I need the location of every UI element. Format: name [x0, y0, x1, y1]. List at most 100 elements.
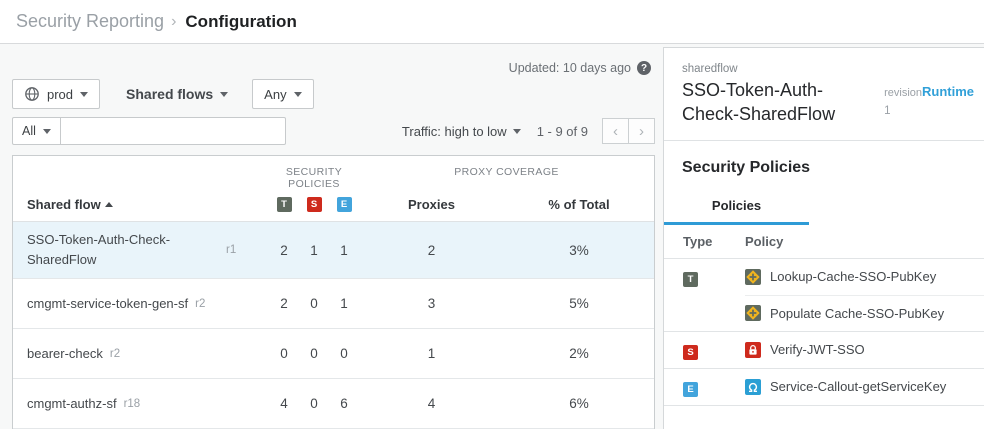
- policy-type-s-badge: S: [306, 197, 322, 212]
- proxies-column-header: Proxies: [408, 197, 455, 212]
- updated-timestamp: Updated: 10 days ago: [508, 61, 631, 75]
- proxies-count: 2: [427, 242, 436, 258]
- environment-dropdown[interactable]: prod: [12, 79, 101, 109]
- t-count: 2: [280, 242, 288, 258]
- policy-row[interactable]: Lookup-Cache-SSO-PubKey: [745, 259, 984, 295]
- type-column-header: Type: [683, 233, 713, 249]
- asset-type-dropdown[interactable]: Shared flows: [115, 79, 239, 109]
- revision-tag: r2: [195, 297, 206, 310]
- search-group: All: [12, 117, 286, 145]
- search-input[interactable]: [60, 117, 286, 145]
- asset-type-dropdown-label: Shared flows: [126, 86, 214, 102]
- filter-row: prod Shared flows Any: [12, 79, 655, 109]
- policy-group: S Verify-JWT-SSO: [664, 332, 984, 369]
- pagination-range: 1 - 9 of 9: [536, 123, 588, 139]
- e-count: 0: [340, 346, 348, 362]
- sort-pagination-tools: Traffic: high to low 1 - 9 of 9 ‹ ›: [402, 118, 655, 144]
- proxies-count: 3: [427, 296, 436, 312]
- asset-kind-label: sharedflow: [682, 63, 738, 75]
- report-pane: Updated: 10 days ago ? prod Shared flows: [0, 44, 663, 429]
- e-count: 1: [340, 242, 348, 258]
- policy-group: T Lookup-Cache-SSO-PubKey Populate Cache…: [664, 259, 984, 332]
- pct-of-total: 3%: [569, 242, 589, 258]
- pct-of-total: 2%: [569, 346, 589, 362]
- table-row[interactable]: cmgmt-authz-sf r18 4 0 6 4 6%: [13, 379, 654, 429]
- page-title: Configuration: [185, 11, 297, 31]
- e-count: 6: [340, 396, 348, 412]
- security-policies-section-title: Security Policies: [682, 158, 811, 176]
- search-scope-label: All: [22, 124, 36, 138]
- detail-header: sharedflow SSO-Token-Auth-Check-SharedFl…: [664, 48, 984, 141]
- revision-value: 1: [884, 105, 891, 118]
- table-row[interactable]: cmgmt-service-token-gen-sf r2 2 0 1 3 5%: [13, 279, 654, 330]
- content-area: Updated: 10 days ago ? prod Shared flows: [0, 44, 984, 429]
- proxies-count: 1: [427, 346, 436, 362]
- traffic-sort-dropdown[interactable]: Traffic: high to low: [402, 124, 521, 139]
- policy-type-t-badge: T: [276, 197, 292, 212]
- policy-name: Verify-JWT-SSO: [770, 342, 865, 358]
- shared-flow-column-label: Shared flow: [27, 197, 101, 212]
- callout-icon: [745, 378, 761, 395]
- table-row[interactable]: bearer-check r2 0 0 0 1 2%: [13, 329, 654, 380]
- previous-page-button[interactable]: ‹: [602, 118, 629, 144]
- pct-of-total: 6%: [569, 396, 589, 412]
- proxy-coverage-group-header: PROXY COVERAGE: [454, 166, 559, 178]
- s-count: 1: [310, 242, 318, 258]
- revision-tag: r2: [109, 347, 121, 360]
- chevron-left-icon: ‹: [613, 122, 618, 140]
- caret-down-icon: [42, 128, 51, 134]
- s-count: 0: [310, 296, 318, 312]
- lock-icon: [745, 341, 761, 358]
- t-count: 2: [280, 296, 288, 312]
- help-icon[interactable]: ?: [637, 61, 651, 75]
- policy-group: E Service-Callout-getServiceKey: [664, 369, 984, 406]
- environment-dropdown-label: prod: [47, 86, 74, 102]
- caret-down-icon: [220, 91, 229, 97]
- search-toolbar-row: All Traffic: high to low 1 - 9 of 9 ‹ ›: [12, 117, 655, 145]
- policy-type-e-badge: E: [683, 381, 698, 397]
- cache-icon: [745, 305, 761, 322]
- breadcrumb-separator-icon: ›: [171, 12, 177, 30]
- policy-row[interactable]: Verify-JWT-SSO: [745, 332, 984, 368]
- shared-flows-table: SECURITY POLICIES PROXY COVERAGE Shared …: [12, 155, 655, 429]
- s-count: 0: [310, 396, 318, 412]
- runtime-link[interactable]: Runtime: [922, 84, 974, 99]
- revision-label: revision: [884, 87, 922, 99]
- breadcrumb: Security Reporting › Configuration: [0, 0, 984, 44]
- policy-type-e-badge: E: [336, 197, 352, 212]
- revision-tag: r1: [226, 244, 237, 257]
- shared-flow-name: bearer-check: [27, 345, 103, 361]
- cache-icon: [745, 268, 761, 285]
- revision-block: revisionRuntime 1: [884, 78, 974, 127]
- proxies-count: 4: [427, 396, 436, 412]
- shared-flow-name: SSO-Token-Auth-Check-SharedFlow: [27, 232, 171, 268]
- revision-tag: r18: [123, 397, 141, 410]
- policy-name: Service-Callout-getServiceKey: [770, 379, 947, 395]
- shared-flow-name: cmgmt-service-token-gen-sf: [27, 295, 189, 311]
- s-count: 0: [310, 346, 318, 362]
- shared-flow-name: cmgmt-authz-sf: [27, 395, 117, 411]
- policy-type-s-badge: S: [683, 344, 698, 360]
- search-scope-dropdown[interactable]: All: [12, 117, 61, 145]
- policy-name: Populate Cache-SSO-PubKey: [770, 305, 945, 321]
- next-page-button[interactable]: ›: [628, 118, 655, 144]
- policy-row[interactable]: Service-Callout-getServiceKey: [745, 369, 984, 405]
- pct-of-total: 5%: [569, 296, 589, 312]
- chevron-right-icon: ›: [639, 122, 644, 140]
- table-row[interactable]: SSO-Token-Auth-Check-SharedFlow r1 2 1 1 2 3%: [13, 222, 654, 280]
- policy-filter-dropdown[interactable]: Any: [252, 79, 314, 109]
- shared-flow-column-header[interactable]: Shared flow: [13, 197, 269, 212]
- policies-table-header: Type Policy: [664, 225, 984, 259]
- breadcrumb-parent-link[interactable]: Security Reporting: [16, 11, 165, 31]
- table-group-header: SECURITY POLICIES PROXY COVERAGE: [13, 156, 654, 190]
- policy-row[interactable]: Populate Cache-SSO-PubKey: [745, 294, 984, 331]
- policy-column-header: Policy: [745, 233, 784, 249]
- security-policies-group-header: SECURITY POLICIES: [285, 166, 343, 190]
- traffic-sort-label: Traffic: high to low: [401, 123, 507, 139]
- policy-name: Lookup-Cache-SSO-PubKey: [770, 269, 937, 285]
- policy-filter-dropdown-label: Any: [264, 86, 287, 102]
- tab-policies[interactable]: Policies: [664, 198, 809, 225]
- caret-down-icon: [80, 91, 89, 97]
- updated-row: Updated: 10 days ago ?: [12, 61, 655, 75]
- caret-down-icon: [293, 91, 302, 97]
